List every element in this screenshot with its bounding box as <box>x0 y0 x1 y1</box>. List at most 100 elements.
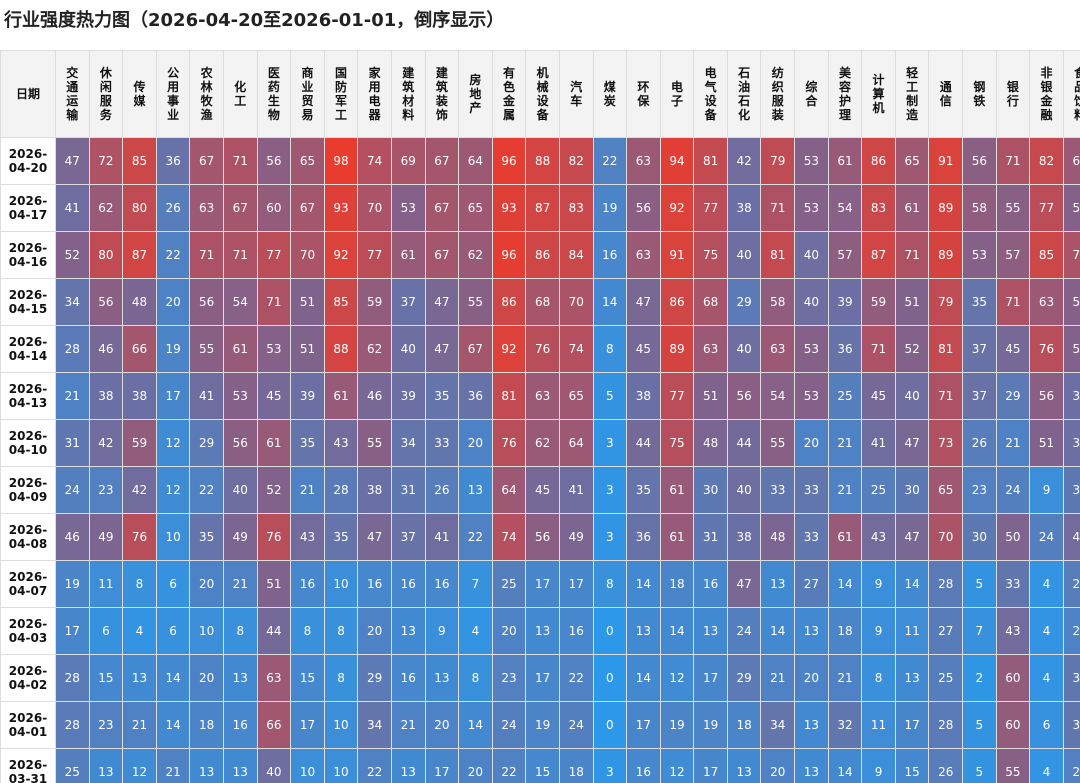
column-header[interactable]: 汽车 <box>558 50 594 138</box>
column-header[interactable]: 煤炭 <box>592 50 628 138</box>
heatmap-cell: 60 <box>995 654 1031 702</box>
heatmap-cell: 8 <box>592 325 628 373</box>
column-header[interactable]: 环保 <box>626 50 661 138</box>
heatmap-cell: 51 <box>290 278 325 326</box>
heatmap-cell: 12 <box>122 748 157 783</box>
column-header[interactable]: 食品饮料 <box>1062 50 1080 138</box>
heatmap-cell: 12 <box>155 419 191 467</box>
column-header[interactable]: 钢铁 <box>962 50 997 138</box>
heatmap-cell: 17 <box>525 560 560 608</box>
column-header-label: 传媒 <box>133 80 146 108</box>
heatmap-cell: 57 <box>995 231 1031 279</box>
heatmap-cell: 48 <box>760 513 796 561</box>
column-header[interactable]: 轻工制造 <box>894 50 930 138</box>
heatmap-cell: 63 <box>626 231 661 279</box>
row-date-label: 2026- 03-31 <box>0 748 56 783</box>
column-header[interactable]: 机械设备 <box>525 50 560 138</box>
heatmap-cell: 33 <box>424 419 460 467</box>
heatmap-cell: 58 <box>962 184 997 232</box>
heatmap-cell: 10 <box>323 748 359 783</box>
heatmap-cell: 14 <box>827 560 863 608</box>
heatmap-cell: 44 <box>626 419 661 467</box>
heatmap-cell: 33 <box>1062 701 1080 749</box>
heatmap-cell: 43 <box>1062 513 1080 561</box>
heatmap-cell: 71 <box>928 372 964 420</box>
heatmap-cell: 34 <box>357 701 392 749</box>
heatmap-cell: 19 <box>525 701 560 749</box>
heatmap-cell: 52 <box>55 231 90 279</box>
column-header[interactable]: 房地产 <box>458 50 493 138</box>
column-header-label: 电气设备 <box>704 66 717 122</box>
heatmap-cell: 40 <box>894 372 930 420</box>
heatmap-cell: 40 <box>390 325 426 373</box>
heatmap-cell: 77 <box>256 231 292 279</box>
heatmap-cell: 76 <box>491 419 527 467</box>
heatmap-cell: 58 <box>760 278 796 326</box>
heatmap-cell: 13 <box>794 701 829 749</box>
heatmap-cell: 11 <box>861 701 896 749</box>
heatmap-cell: 84 <box>558 231 594 279</box>
heatmap-cell: 86 <box>659 278 695 326</box>
heatmap-cell: 47 <box>424 278 460 326</box>
column-header[interactable]: 休闲服务 <box>88 50 124 138</box>
heatmap-cell: 82 <box>558 137 594 185</box>
heatmap-cell: 29 <box>995 372 1031 420</box>
column-header[interactable]: 纺织服装 <box>760 50 796 138</box>
column-header[interactable]: 通信 <box>928 50 964 138</box>
heatmap-cell: 3 <box>592 748 628 783</box>
heatmap-cell: 94 <box>659 137 695 185</box>
heatmap-cell: 53 <box>962 231 997 279</box>
heatmap-cell: 33 <box>760 466 796 514</box>
heatmap-cell: 24 <box>995 466 1031 514</box>
heatmap-cell: 22 <box>357 748 392 783</box>
column-header[interactable]: 家用电器 <box>357 50 392 138</box>
column-header[interactable]: 公用事业 <box>155 50 191 138</box>
heatmap-cell: 39 <box>827 278 863 326</box>
column-header[interactable]: 建筑装饰 <box>424 50 460 138</box>
heatmap-cell: 4 <box>122 607 157 655</box>
heatmap-cell: 76 <box>1029 325 1064 373</box>
column-header[interactable]: 商业贸易 <box>290 50 325 138</box>
heatmap-cell: 31 <box>390 466 426 514</box>
heatmap-cell: 56 <box>256 137 292 185</box>
column-header[interactable]: 美容护理 <box>827 50 863 138</box>
heatmap-cell: 10 <box>290 748 325 783</box>
heatmap-cell: 36 <box>626 513 661 561</box>
heatmap-cell: 70 <box>558 278 594 326</box>
column-header-label: 有色金属 <box>503 66 516 122</box>
column-header[interactable]: 电子 <box>659 50 695 138</box>
heatmap-cell: 20 <box>458 748 493 783</box>
heatmap-cell: 8 <box>290 607 325 655</box>
heatmap-cell: 81 <box>491 372 527 420</box>
heatmap-cell: 16 <box>222 701 258 749</box>
column-header[interactable]: 石油石化 <box>726 50 762 138</box>
heatmap-cell: 18 <box>558 748 594 783</box>
row-date-label: 2026- 04-02 <box>0 654 56 702</box>
heatmap-cell: 26 <box>424 466 460 514</box>
heatmap-cell: 30 <box>894 466 930 514</box>
heatmap-cell: 56 <box>189 278 224 326</box>
heatmap-cell: 73 <box>928 419 964 467</box>
heatmap-cell: 35 <box>626 466 661 514</box>
column-header[interactable]: 建筑材料 <box>390 50 426 138</box>
column-header[interactable]: 有色金属 <box>491 50 527 138</box>
column-header[interactable]: 传媒 <box>122 50 157 138</box>
column-header[interactable]: 国防军工 <box>323 50 359 138</box>
heatmap-cell: 8 <box>592 560 628 608</box>
column-header[interactable]: 非银金融 <box>1029 50 1064 138</box>
column-header[interactable]: 交通运输 <box>55 50 90 138</box>
column-header-label: 汽车 <box>570 80 583 108</box>
column-header[interactable]: 电气设备 <box>693 50 728 138</box>
heatmap-cell: 43 <box>323 419 359 467</box>
heatmap-cell: 66 <box>122 325 157 373</box>
column-header[interactable]: 计算机 <box>861 50 896 138</box>
heatmap-cell: 60 <box>256 184 292 232</box>
column-header[interactable]: 综合 <box>794 50 829 138</box>
column-header[interactable]: 医药生物 <box>256 50 292 138</box>
column-header[interactable]: 化工 <box>222 50 258 138</box>
heatmap-cell: 87 <box>122 231 157 279</box>
column-header[interactable]: 农林牧渔 <box>189 50 224 138</box>
heatmap-cell: 16 <box>290 560 325 608</box>
column-header[interactable]: 银行 <box>995 50 1031 138</box>
heatmap-cell: 14 <box>760 607 796 655</box>
